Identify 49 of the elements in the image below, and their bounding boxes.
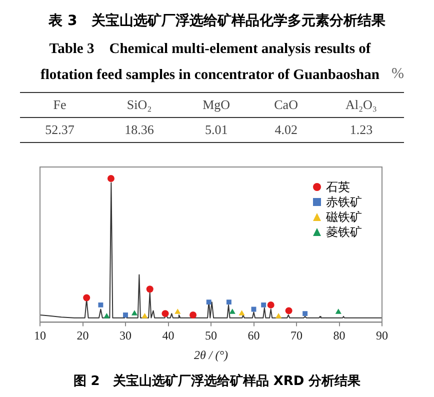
point xyxy=(190,312,197,319)
x-tick-label: 90 xyxy=(376,328,388,343)
legend-label: 菱铁矿 xyxy=(326,225,362,239)
data-label: 4.02 xyxy=(254,118,318,142)
point xyxy=(131,310,138,316)
point xyxy=(226,300,232,305)
category-label: SiO₂ xyxy=(100,92,180,118)
point xyxy=(285,307,292,314)
point xyxy=(206,300,212,305)
point xyxy=(229,308,236,314)
x-tick-label: 10 xyxy=(34,328,46,343)
category-label: Al₂O₃ xyxy=(318,92,404,118)
text: 表 3 关宝山选矿厂浮选给矿样品化学多元素分析结果 xyxy=(48,12,386,30)
point xyxy=(146,286,154,293)
text: Table 3 Chemical multi-element analysis results of flotation feed samples in concentrator of Guanbaoshan xyxy=(40,41,380,83)
text: 图 2 关宝山选矿厂浮选给矿样品 XRD 分析结果 xyxy=(72,372,362,390)
category-label: Fe xyxy=(20,92,100,118)
x-tick-label: 60 xyxy=(248,328,260,343)
x-tick-label: 20 xyxy=(76,328,89,343)
x-tick-label: 50 xyxy=(205,328,217,343)
point xyxy=(142,312,148,318)
point xyxy=(107,174,114,182)
data-label: 18.36 xyxy=(100,118,180,142)
data-label: 1.23 xyxy=(318,118,404,142)
point xyxy=(267,301,274,308)
text: % xyxy=(392,66,404,83)
legend-label: 赤铁矿 xyxy=(326,195,362,209)
point xyxy=(261,302,266,308)
point xyxy=(174,308,181,314)
legend-label: 磁铁矿 xyxy=(326,210,362,224)
x-tick-label: 70 xyxy=(290,328,302,343)
legend-label: 石英 xyxy=(326,180,350,194)
point xyxy=(123,312,128,318)
point xyxy=(162,310,169,318)
point xyxy=(238,310,245,316)
point xyxy=(302,311,308,316)
x-tick-label: 30 xyxy=(120,328,132,343)
point xyxy=(276,312,282,318)
data-label: 5.01 xyxy=(179,118,254,142)
data-label: 52.37 xyxy=(20,118,100,142)
x-tick-label: 40 xyxy=(162,328,174,343)
x-axis-title: 2θ / (°) xyxy=(194,348,228,362)
point xyxy=(104,312,110,318)
point xyxy=(98,302,104,308)
point xyxy=(335,308,342,314)
category-label: MgO xyxy=(179,92,254,118)
category-label: CaO xyxy=(254,92,318,118)
point xyxy=(83,294,90,302)
x-tick-label: 80 xyxy=(333,328,346,343)
